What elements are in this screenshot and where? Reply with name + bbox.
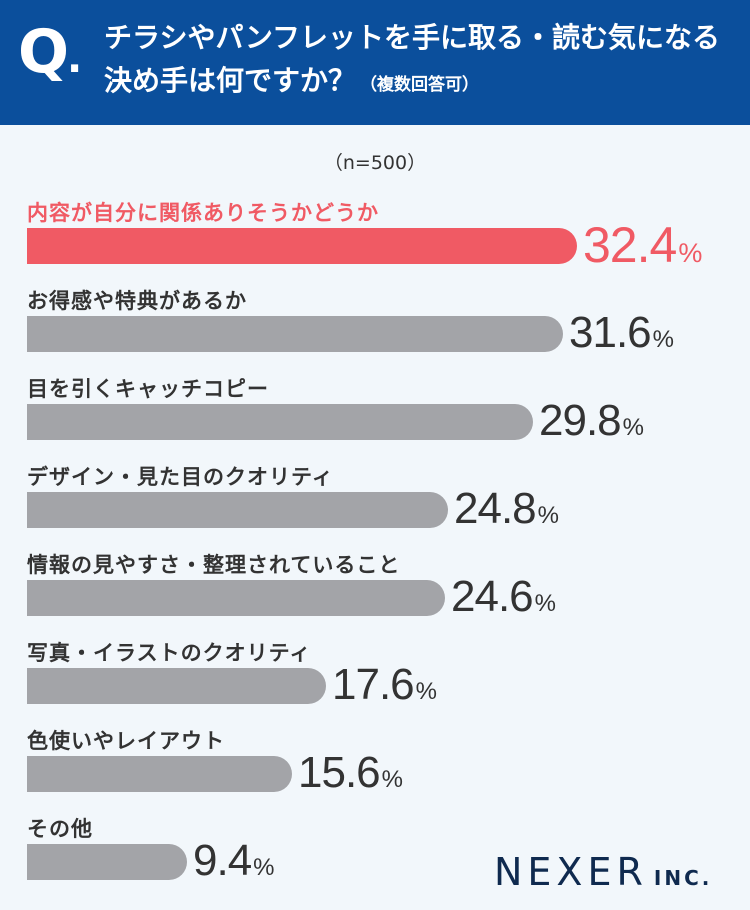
value-label: 24.6% xyxy=(451,575,556,619)
value-number: 24.8 xyxy=(454,484,537,533)
value-unit: % xyxy=(381,766,403,793)
value-unit: % xyxy=(415,678,437,705)
value-label: 24.8% xyxy=(454,487,559,531)
value-number: 24.6 xyxy=(451,572,534,621)
bar xyxy=(27,580,445,616)
category-label: 内容が自分に関係ありそうかどうか xyxy=(27,201,379,225)
value-label: 15.6% xyxy=(298,751,403,795)
category-label: デザイン・見た目のクオリティ xyxy=(27,465,334,489)
value-unit: % xyxy=(622,414,644,441)
bar xyxy=(27,668,326,704)
value-unit: % xyxy=(678,238,703,268)
question-note: （複数回答可） xyxy=(360,75,480,95)
value-number: 17.6 xyxy=(332,660,415,709)
bar xyxy=(27,492,448,528)
logo-suffix: INC. xyxy=(653,866,713,890)
value-label: 9.4% xyxy=(193,839,275,883)
category-label: 情報の見やすさ・整理されていること xyxy=(27,553,401,577)
question-line-2-text: 決め手は何ですか？ xyxy=(104,64,357,97)
category-label: 色使いやレイアウト xyxy=(27,729,225,753)
category-label: 目を引くキャッチコピー xyxy=(27,377,269,401)
question-header: Q. チラシやパンフレットを手に取る・読む気になる 決め手は何ですか？ （複数回答… xyxy=(0,0,750,125)
question-line-1: チラシやパンフレットを手に取る・読む気になる xyxy=(104,21,721,54)
value-number: 31.6 xyxy=(569,308,652,357)
q-dot: . xyxy=(67,36,82,82)
value-unit: % xyxy=(253,854,275,881)
category-label: その他 xyxy=(27,817,93,841)
category-label: お得感や特典があるか xyxy=(27,289,247,313)
bar xyxy=(27,756,292,792)
category-label: 写真・イラストのクオリティ xyxy=(27,641,312,665)
value-unit: % xyxy=(537,502,559,529)
value-label: 17.6% xyxy=(332,663,437,707)
q-mark: Q. xyxy=(18,22,82,82)
value-label: 31.6% xyxy=(569,311,674,355)
question-line-2: 決め手は何ですか？ （複数回答可） xyxy=(104,63,479,98)
value-number: 15.6 xyxy=(298,748,381,797)
value-unit: % xyxy=(534,590,556,617)
q-letter: Q xyxy=(18,17,69,87)
bar xyxy=(27,316,563,352)
sample-size: （n=500） xyxy=(323,152,427,174)
value-label: 29.8% xyxy=(539,399,644,443)
value-number: 32.4 xyxy=(583,217,677,273)
value-label: 32.4% xyxy=(583,220,702,270)
value-number: 9.4 xyxy=(193,836,252,885)
value-unit: % xyxy=(652,326,674,353)
bar xyxy=(27,228,577,264)
value-number: 29.8 xyxy=(539,396,622,445)
logo-name: NEXER xyxy=(494,850,648,894)
bar xyxy=(27,404,533,440)
bar xyxy=(27,844,187,880)
nexer-logo: NEXER INC. xyxy=(494,850,712,894)
